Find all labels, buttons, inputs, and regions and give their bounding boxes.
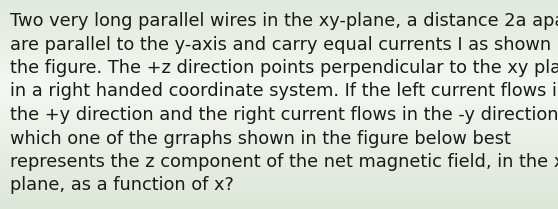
Text: are parallel to the y-axis and carry equal currents I as shown in: are parallel to the y-axis and carry equ…: [10, 36, 558, 54]
Text: represents the z component of the net magnetic field, in the xy-: represents the z component of the net ma…: [10, 153, 558, 171]
Text: the figure. The +z direction points perpendicular to the xy plane: the figure. The +z direction points perp…: [10, 59, 558, 77]
Text: plane, as a function of x?: plane, as a function of x?: [10, 176, 234, 195]
Text: the +y direction and the right current flows in the -y direction,: the +y direction and the right current f…: [10, 106, 558, 124]
Text: in a right handed coordinate system. If the left current flows in: in a right handed coordinate system. If …: [10, 83, 558, 101]
Text: Two very long parallel wires in the xy-plane, a distance 2a apart,: Two very long parallel wires in the xy-p…: [10, 12, 558, 30]
Text: which one of the grraphs shown in the figure below best: which one of the grraphs shown in the fi…: [10, 130, 511, 148]
